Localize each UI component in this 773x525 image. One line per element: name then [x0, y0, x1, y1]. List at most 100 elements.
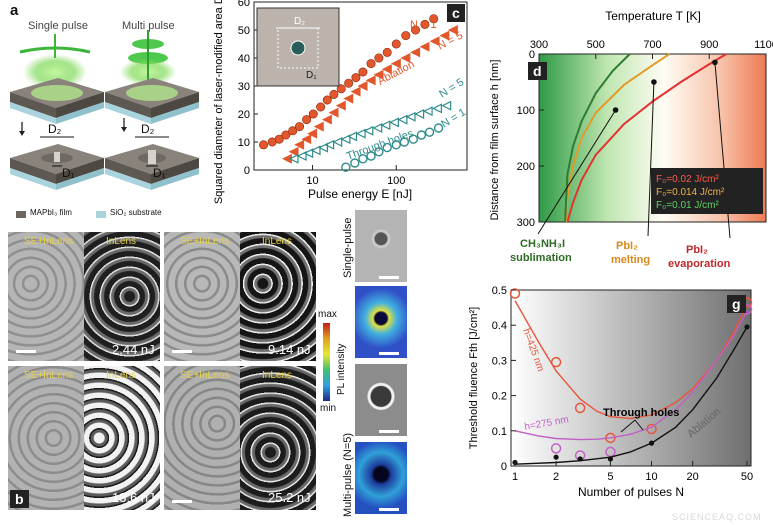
chart-c-point [429, 14, 439, 24]
chart-c-point [422, 106, 433, 117]
chart-d-marker [612, 107, 619, 113]
chart-c: 0 10 20 30 40 50 60 10 100 Pulse energy E [nJ] S… [213, 0, 468, 204]
chart-c-point [424, 127, 435, 137]
chart-g-point [607, 456, 614, 462]
chart-g-point [553, 454, 559, 460]
scale-bar [379, 430, 399, 433]
colorbar [323, 323, 330, 401]
chart-c-xtick-label: 10 [306, 175, 318, 187]
chart-c-point [321, 114, 332, 125]
chart-c-point [358, 154, 368, 164]
tag-se-inlens-1: SE+InLens [24, 236, 74, 247]
chart-c-point [259, 140, 269, 150]
chart-c-point [318, 142, 329, 153]
energy-label-1: 2.44 nJ [112, 342, 155, 357]
chart-c-point [390, 58, 401, 69]
chart-c-point [294, 139, 305, 150]
chart-g-ann-through: Through holes [603, 407, 679, 419]
chart-c-point [281, 130, 291, 140]
chart-c-point [432, 103, 442, 114]
single-beam-icon [23, 54, 87, 90]
chart-d-series-line [565, 53, 671, 223]
scale-bar [16, 350, 36, 353]
chart-g-xtick-label: 2 [553, 471, 559, 483]
chart-c-point [363, 125, 374, 136]
chart-c-point [397, 114, 408, 125]
chart-c-point [439, 30, 450, 41]
chart-c-point [391, 140, 401, 150]
single-pulse-title: Single pulse [28, 20, 88, 32]
chart-c-point [419, 41, 430, 52]
chart-g-ytick-label: 0 [501, 461, 507, 473]
chart-c-point [343, 93, 354, 104]
chart-c-point [324, 139, 335, 150]
chart-d-ylabel: Distance from film surface h [nm] [489, 60, 501, 221]
chart-g-fit-line [514, 310, 748, 441]
chart-d-marker [651, 79, 657, 85]
chart-d-ytick-label: 0 [529, 49, 535, 61]
chart-c-point [411, 25, 421, 35]
chart-g-point [577, 456, 583, 462]
chart-c-inset-d2: D₂ [294, 16, 305, 27]
energy-label-3: 13.6 nJ [112, 490, 155, 505]
chart-c-point [405, 111, 416, 122]
legend-film-swatch [16, 211, 26, 218]
chart-d-series-line [564, 53, 631, 223]
chart-g-ytick-label: 0.5 [492, 285, 507, 297]
pl-map-single [355, 286, 407, 358]
chart-c-point [329, 89, 339, 99]
chart-g-ytick-label: 0.3 [492, 355, 507, 367]
chart-c-point [296, 151, 307, 161]
colorbar-max: max [318, 309, 337, 320]
legend-film-label: MAPbI₃ film [30, 208, 72, 217]
chart-c-point [340, 134, 351, 145]
chart-d-ann-3b: evaporation [668, 258, 731, 270]
colorbar-title: PL intensity [336, 343, 347, 395]
chart-c-point [301, 134, 312, 145]
chart-c-point [372, 123, 383, 133]
chart-g-point [550, 356, 562, 368]
chart-c-point [332, 137, 343, 147]
chart-c-point [288, 126, 298, 136]
chart-c-point [336, 84, 346, 94]
chart-g-xtick-label: 20 [687, 471, 699, 483]
scale-bar [172, 500, 192, 503]
film-block-bottom-left [10, 144, 104, 190]
chart-g-background [510, 289, 752, 467]
scale-bar [379, 352, 399, 355]
chart-g-point [744, 324, 750, 330]
chart-c-point [288, 146, 299, 157]
chart-g-ylabel: Threshold fluence Fth [J/cm²] [468, 307, 480, 449]
chart-c-ytick-label: 40 [238, 53, 250, 65]
chart-c-point [391, 39, 401, 49]
chart-c-point [401, 31, 411, 41]
chart-c-ylabel: Squared diameter of laser-modified area … [213, 0, 225, 204]
chart-d-xtick-label: 500 [587, 39, 605, 51]
chart-g-ytick-label: 0.1 [492, 426, 507, 438]
sem-image-3: SE+InLens InLens 13.6 nJ [8, 366, 160, 510]
chart-c-point [365, 75, 376, 86]
d2-label-right: D₂ [141, 122, 155, 136]
chart-d-ann-1a: CH₃NH₃I [520, 238, 565, 250]
chart-c-point [347, 131, 358, 142]
chart-c-ann-n5-bot: N = 5 [437, 76, 466, 100]
chart-c-ann-n1-bot: N = 1 [439, 106, 468, 130]
chart-g: 0 0.1 0.2 0.3 0.4 0.5 1 2 5 10 20 50 Number of puls… [468, 285, 753, 499]
chart-c-point [357, 81, 368, 91]
chart-d-ytick-label: 100 [517, 105, 535, 117]
chart-g-ytick-label: 0.2 [492, 391, 507, 403]
chart-c-point [366, 59, 376, 69]
chart-c-point [447, 25, 458, 35]
chart-c-inset-crater [290, 40, 306, 56]
down-arrow-icon [19, 118, 127, 136]
chart-c-point [441, 100, 452, 111]
row-single-pulse-label: Single-pulse [342, 217, 354, 278]
chart-c-point [308, 109, 318, 119]
chart-c-point [307, 128, 318, 139]
panel-d-label: d [528, 62, 547, 80]
tag-inlens-4: InLens [262, 370, 293, 381]
chart-c-point [310, 145, 321, 156]
chart-c-ytick-label: 30 [238, 81, 250, 93]
chart-c-point [410, 47, 421, 58]
chart-c-point [381, 64, 392, 75]
